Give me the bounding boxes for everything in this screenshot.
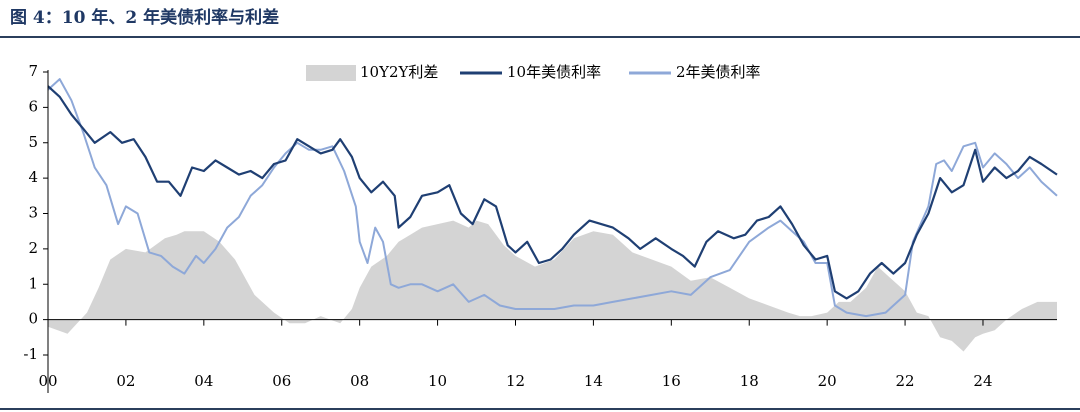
x-tick-label: 12: [506, 372, 525, 390]
x-tick-label: 22: [896, 372, 915, 390]
x-tick-label: 06: [272, 372, 291, 390]
y-tick-label: 1: [28, 274, 38, 292]
bottom-rule: [0, 408, 1080, 410]
ten-year-line: [47, 85, 1058, 300]
y-tick-label: 7: [28, 62, 38, 80]
x-tick-label: 10: [428, 372, 447, 390]
figure-title: 图 4：10 年、2 年美债利率与利差: [10, 8, 280, 28]
y-tick-label: 6: [28, 97, 38, 115]
x-tick-label: 08: [350, 372, 369, 390]
y-tick-label: 3: [28, 204, 38, 222]
legend-swatch-spread: [306, 65, 356, 81]
y-tick-label: 5: [28, 133, 38, 151]
x-tick-label: 18: [740, 372, 759, 390]
x-tick-label: 02: [116, 372, 135, 390]
y-tick-label: 4: [28, 168, 38, 186]
x-tick-label: 04: [194, 372, 213, 390]
x-tick-label: 16: [662, 372, 681, 390]
legend-label-ten-year: 10年美债利率: [507, 63, 601, 81]
y-tick-label: 2: [28, 239, 38, 257]
x-tick-label: 20: [818, 372, 837, 390]
y-tick-label: -1: [23, 345, 38, 363]
x-tick-label: 00: [38, 372, 57, 390]
legend-label-spread: 10Y2Y利差: [360, 63, 438, 81]
x-tick-label: 24: [973, 372, 992, 390]
x-tick-label: 14: [584, 372, 603, 390]
legend-label-two-year: 2年美债利率: [676, 63, 761, 81]
spread-area: [48, 220, 1057, 352]
top-rule: [0, 36, 1080, 38]
y-tick-label: 0: [28, 310, 38, 328]
two-year-line: [47, 78, 1058, 318]
